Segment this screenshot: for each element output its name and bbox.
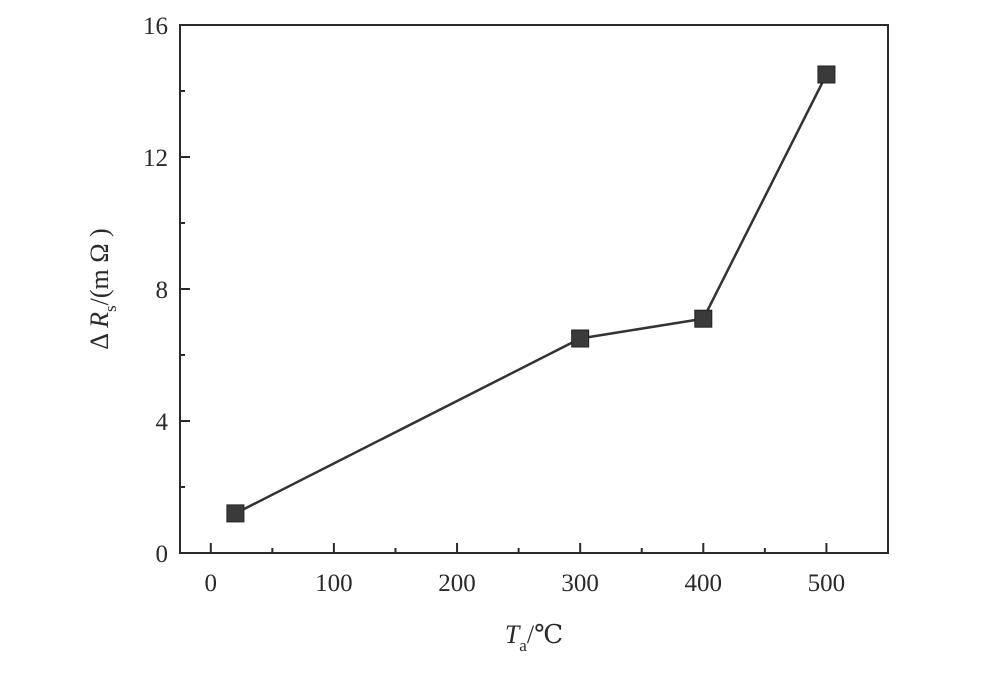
x-tick-label: 100	[315, 570, 353, 597]
data-point	[226, 504, 245, 523]
y-axis-prefix: Δ	[85, 328, 114, 350]
y-tick-label: 4	[156, 409, 169, 436]
data-point	[817, 65, 836, 84]
x-tick-labels: 0 100 200 300 400 500	[205, 570, 846, 597]
y-axis-title: Δ Rs/(m Ω )	[85, 228, 120, 349]
y-axis-symbol: R	[85, 312, 114, 329]
x-tick-label: 500	[808, 570, 846, 597]
x-tick-label: 0	[205, 570, 218, 597]
y-tick-label: 12	[143, 145, 168, 172]
y-axis-unit: /(m Ω )	[85, 228, 114, 305]
y-tick-label: 16	[143, 13, 168, 40]
y-tick-label: 0	[156, 541, 169, 568]
x-tick-label: 300	[561, 570, 599, 597]
series	[226, 65, 836, 523]
data-point	[571, 329, 590, 348]
x-axis-symbol: T	[505, 620, 521, 649]
data-point	[694, 309, 713, 328]
x-axis-title: Ta/℃	[505, 620, 563, 655]
plot-frame	[179, 24, 889, 554]
x-tick-label: 200	[438, 570, 476, 597]
y-ticks	[180, 24, 190, 554]
y-axis-subscript: s	[101, 305, 120, 312]
x-axis-unit: /℃	[527, 620, 563, 649]
series-line	[234, 73, 828, 515]
x-tick-label: 400	[685, 570, 723, 597]
x-ticks	[209, 543, 889, 553]
y-tick-label: 8	[156, 277, 169, 304]
x-axis-subscript: a	[519, 636, 527, 655]
y-tick-labels: 0 4 8 12 16	[143, 13, 169, 568]
